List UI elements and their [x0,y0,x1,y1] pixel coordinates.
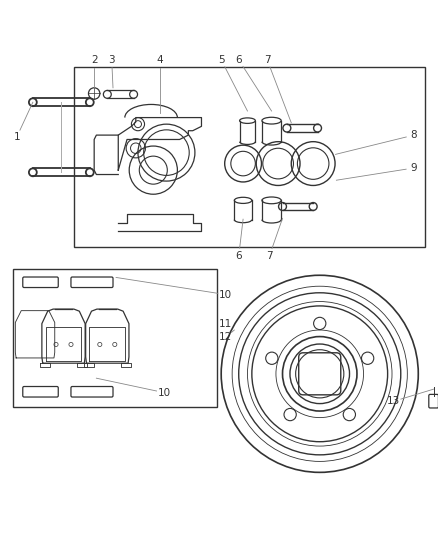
Text: 5: 5 [218,55,225,65]
Text: 6: 6 [235,55,242,65]
Text: 7: 7 [266,251,273,261]
Text: 7: 7 [264,55,271,65]
Bar [74,67,425,247]
Text: 13: 13 [387,397,400,406]
Bar [13,269,217,407]
Text: 8: 8 [410,130,417,140]
Text: 6: 6 [235,251,242,261]
Text: 3: 3 [108,55,115,65]
Text: 1: 1 [13,132,20,142]
Text: 10: 10 [219,289,232,300]
Text: 10: 10 [158,387,171,398]
Text: 9: 9 [410,163,417,173]
Text: 2: 2 [91,55,98,65]
Text: 4: 4 [156,55,163,65]
Text: 11: 11 [219,319,232,329]
Text: 12: 12 [219,333,232,343]
